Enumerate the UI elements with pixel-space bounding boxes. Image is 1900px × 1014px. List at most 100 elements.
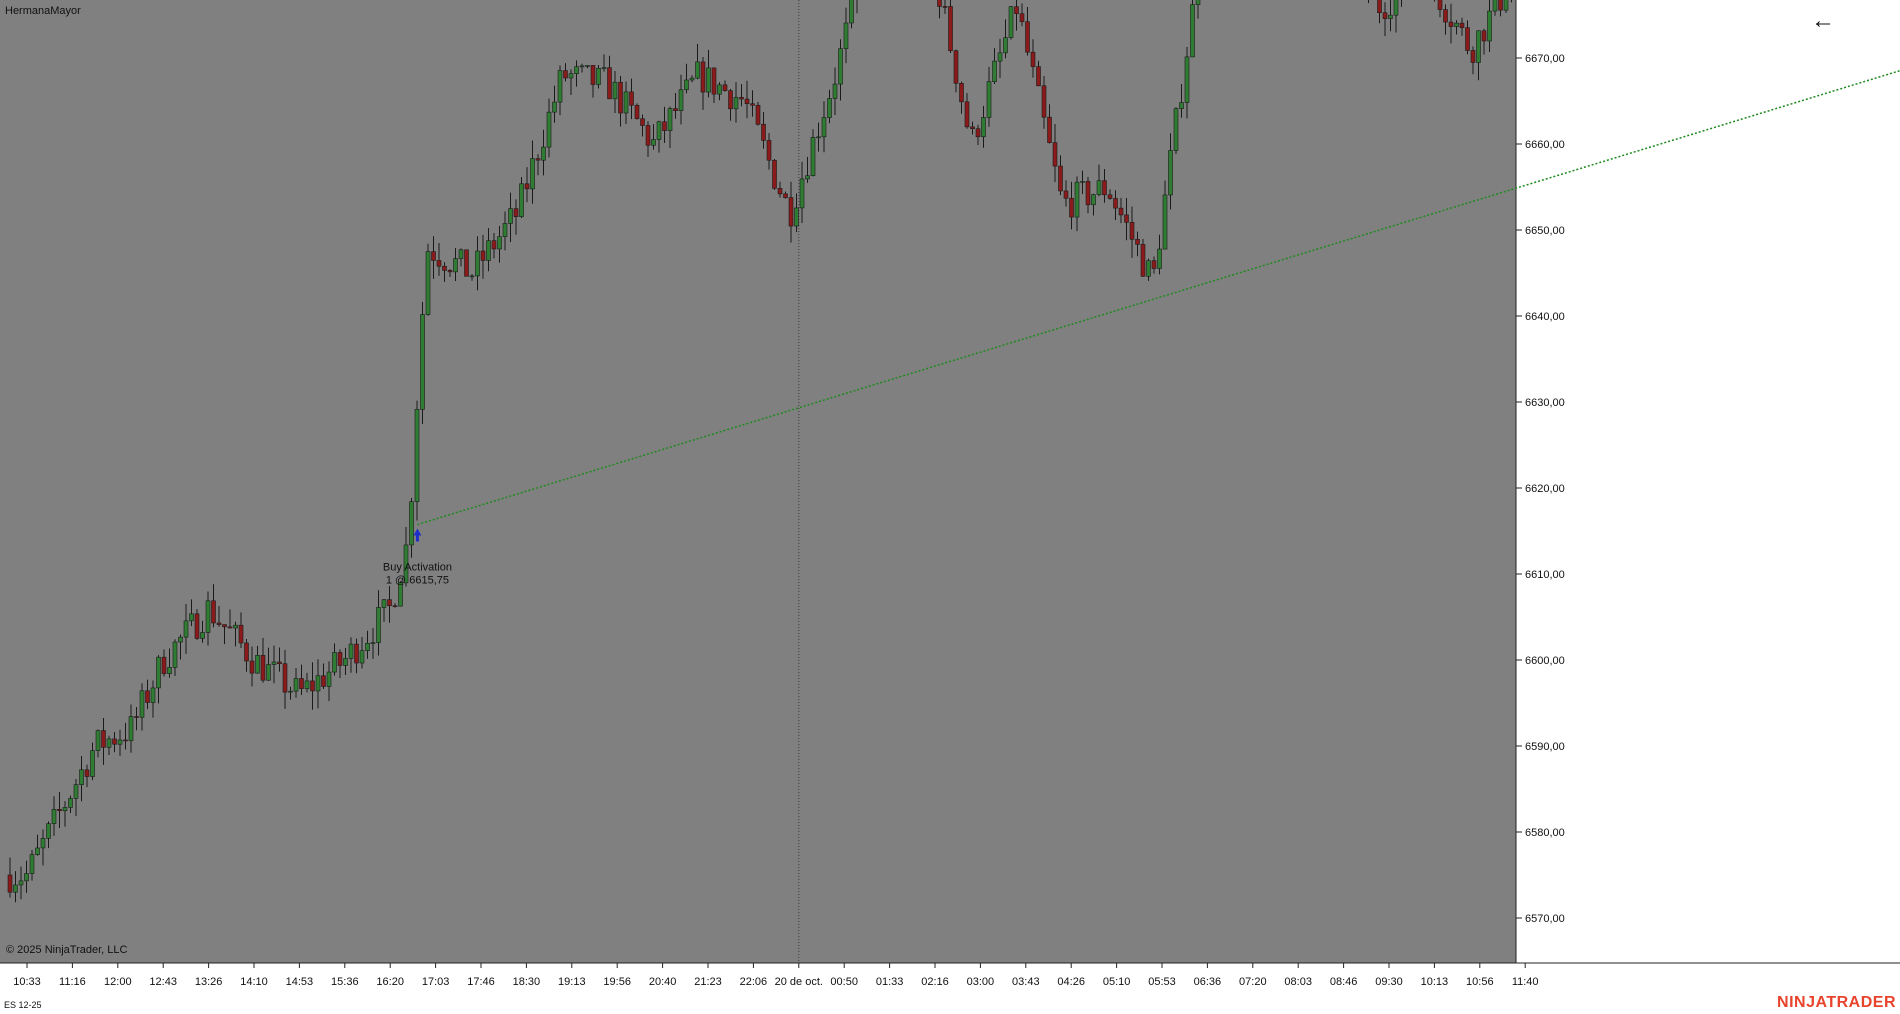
candle — [689, 75, 695, 83]
candle — [986, 66, 992, 127]
candle — [1102, 168, 1107, 203]
candle — [260, 637, 266, 683]
candle — [13, 871, 18, 903]
candle — [68, 795, 73, 814]
x-tick-label: 16:20 — [376, 976, 404, 988]
candle — [1443, 4, 1448, 35]
candle — [948, 0, 953, 54]
candle — [365, 630, 370, 659]
candle — [524, 167, 530, 203]
x-tick-label: 12:43 — [149, 976, 177, 988]
candle — [981, 105, 986, 148]
arrow-left-icon[interactable]: ← — [1811, 7, 1835, 34]
candle — [596, 65, 601, 89]
candle — [1146, 258, 1151, 281]
candle — [1047, 104, 1052, 144]
candle — [106, 735, 112, 756]
y-tick-label: 6620,00 — [1525, 483, 1565, 495]
brand-logo: NINJATRADER — [1777, 994, 1896, 1011]
candle — [189, 599, 194, 627]
candle — [442, 262, 447, 282]
x-tick-label: 05:53 — [1148, 976, 1176, 988]
candle — [590, 65, 596, 98]
candle — [1162, 180, 1168, 250]
candle — [744, 80, 750, 119]
candle — [112, 732, 117, 753]
x-tick-label: 12:00 — [104, 976, 132, 988]
candle — [139, 683, 145, 731]
candle — [1437, 0, 1443, 18]
candle — [1091, 193, 1096, 216]
x-tick-label: 20 de oct. — [775, 976, 823, 988]
candle — [62, 801, 68, 827]
y-tick-label: 6660,00 — [1525, 139, 1565, 151]
y-tick-label: 6590,00 — [1525, 741, 1565, 753]
candle — [502, 211, 508, 251]
candle — [656, 120, 662, 153]
x-tick-label: 15:36 — [331, 976, 359, 988]
candle — [40, 829, 46, 866]
candle — [156, 655, 161, 704]
copyright-text: © 2025 NinjaTrader, LLC — [6, 944, 128, 956]
candle — [827, 89, 832, 124]
candle — [1481, 28, 1487, 55]
candle — [1195, 0, 1201, 19]
candle — [1151, 256, 1157, 274]
candle — [640, 114, 645, 137]
candle — [178, 634, 183, 660]
candle — [821, 101, 827, 153]
candle — [1113, 190, 1118, 221]
candle — [57, 792, 62, 828]
indicator-label: HermanaMayor — [5, 5, 81, 17]
candle — [766, 133, 772, 170]
x-tick-label: 05:10 — [1103, 976, 1131, 988]
candle — [304, 672, 310, 693]
candle — [1487, 0, 1492, 52]
candle — [403, 527, 409, 587]
x-tick-label: 01:33 — [876, 976, 904, 988]
candle — [1388, 0, 1393, 32]
candle — [35, 834, 40, 856]
candle — [150, 680, 156, 718]
candle — [794, 193, 799, 233]
candle — [975, 124, 981, 146]
candle — [1393, 0, 1399, 33]
candle — [673, 92, 678, 119]
x-tick-label: 10:56 — [1466, 976, 1494, 988]
candle — [24, 860, 29, 893]
x-tick-label: 07:20 — [1239, 976, 1267, 988]
candle — [128, 704, 134, 753]
candle — [1140, 238, 1146, 277]
candle — [233, 621, 238, 647]
x-tick-label: 18:30 — [513, 976, 541, 988]
candle — [843, 7, 849, 64]
candle — [1377, 0, 1382, 24]
x-tick-label: 03:00 — [967, 976, 995, 988]
candle — [469, 274, 475, 281]
candle — [491, 232, 497, 259]
candle — [409, 497, 414, 558]
candle — [1096, 164, 1102, 197]
candle — [1476, 30, 1481, 81]
candle — [1184, 46, 1190, 119]
x-tick-label: 08:46 — [1330, 976, 1358, 988]
x-tick-label: 03:43 — [1012, 976, 1040, 988]
buy-arrow-icon[interactable] — [413, 528, 422, 542]
candle — [711, 67, 717, 104]
candle — [486, 228, 491, 272]
candle — [1129, 206, 1135, 258]
candle — [200, 620, 205, 643]
candle — [750, 90, 755, 117]
candle — [1030, 39, 1036, 78]
candle — [475, 236, 480, 291]
candle — [1074, 176, 1080, 232]
candle — [73, 779, 79, 817]
y-tick-label: 6630,00 — [1525, 397, 1565, 409]
candle — [1058, 155, 1063, 196]
candle — [348, 637, 354, 673]
candle — [145, 679, 150, 710]
candle — [326, 661, 332, 702]
candle — [161, 649, 167, 677]
candle — [772, 158, 777, 190]
